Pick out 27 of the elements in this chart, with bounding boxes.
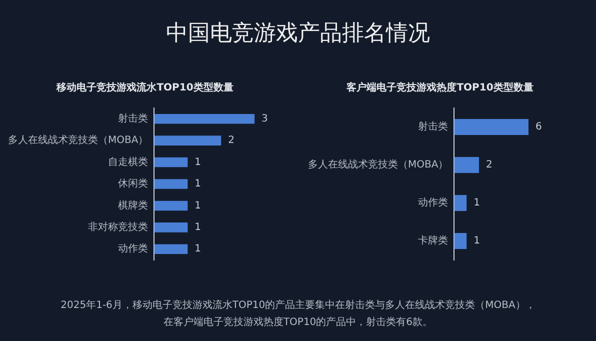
text: 2025年1-6月，移动电子竞技游戏流水TOP10的产品主要集中在射击类与多人在线战术竞技类（MOBA）， [60, 298, 536, 313]
y-tick-label: 射击类 [418, 120, 448, 133]
y-tick-label: 非对称竞技类 [88, 221, 148, 234]
data-label: 1 [474, 236, 480, 247]
data-label: 1 [194, 156, 202, 168]
chart-title: 中国电竞游戏产品排名情况 [165, 20, 431, 48]
y-tick-label: 自走棋类 [108, 156, 148, 168]
y-tick-label: 射击类 [118, 112, 148, 124]
y-tick-label: 动作类 [118, 242, 148, 255]
data-label: 2 [228, 135, 234, 146]
data-label: 1 [194, 222, 202, 234]
data-label: 1 [474, 198, 480, 209]
data-label: 3 [262, 113, 268, 124]
text: 在客户端电子竞技游戏热度TOP10的产品中，射击类有6款。 [162, 316, 434, 330]
y-tick-label: 多人在线战术竞技类（MOBA） [8, 134, 148, 146]
data-label: 6 [535, 122, 542, 133]
y-tick-label: 多人在线战术竞技类（MOBA） [308, 158, 448, 171]
data-label: 1 [194, 244, 202, 255]
data-label: 2 [486, 160, 492, 171]
y-tick-label: 动作类 [418, 196, 448, 209]
chart-subtitle: 移动电子竞技游戏流水TOP10类型数量 [56, 82, 234, 94]
y-tick-label: 卡牌类 [418, 234, 448, 247]
data-label: 1 [194, 178, 202, 190]
chart-subtitle: 客户端电子竞技游戏热度TOP10类型数量 [346, 82, 534, 94]
y-tick-label: 棋牌类 [118, 199, 148, 212]
data-label: 1 [194, 200, 202, 212]
y-tick-label: 休闲类 [118, 178, 148, 190]
